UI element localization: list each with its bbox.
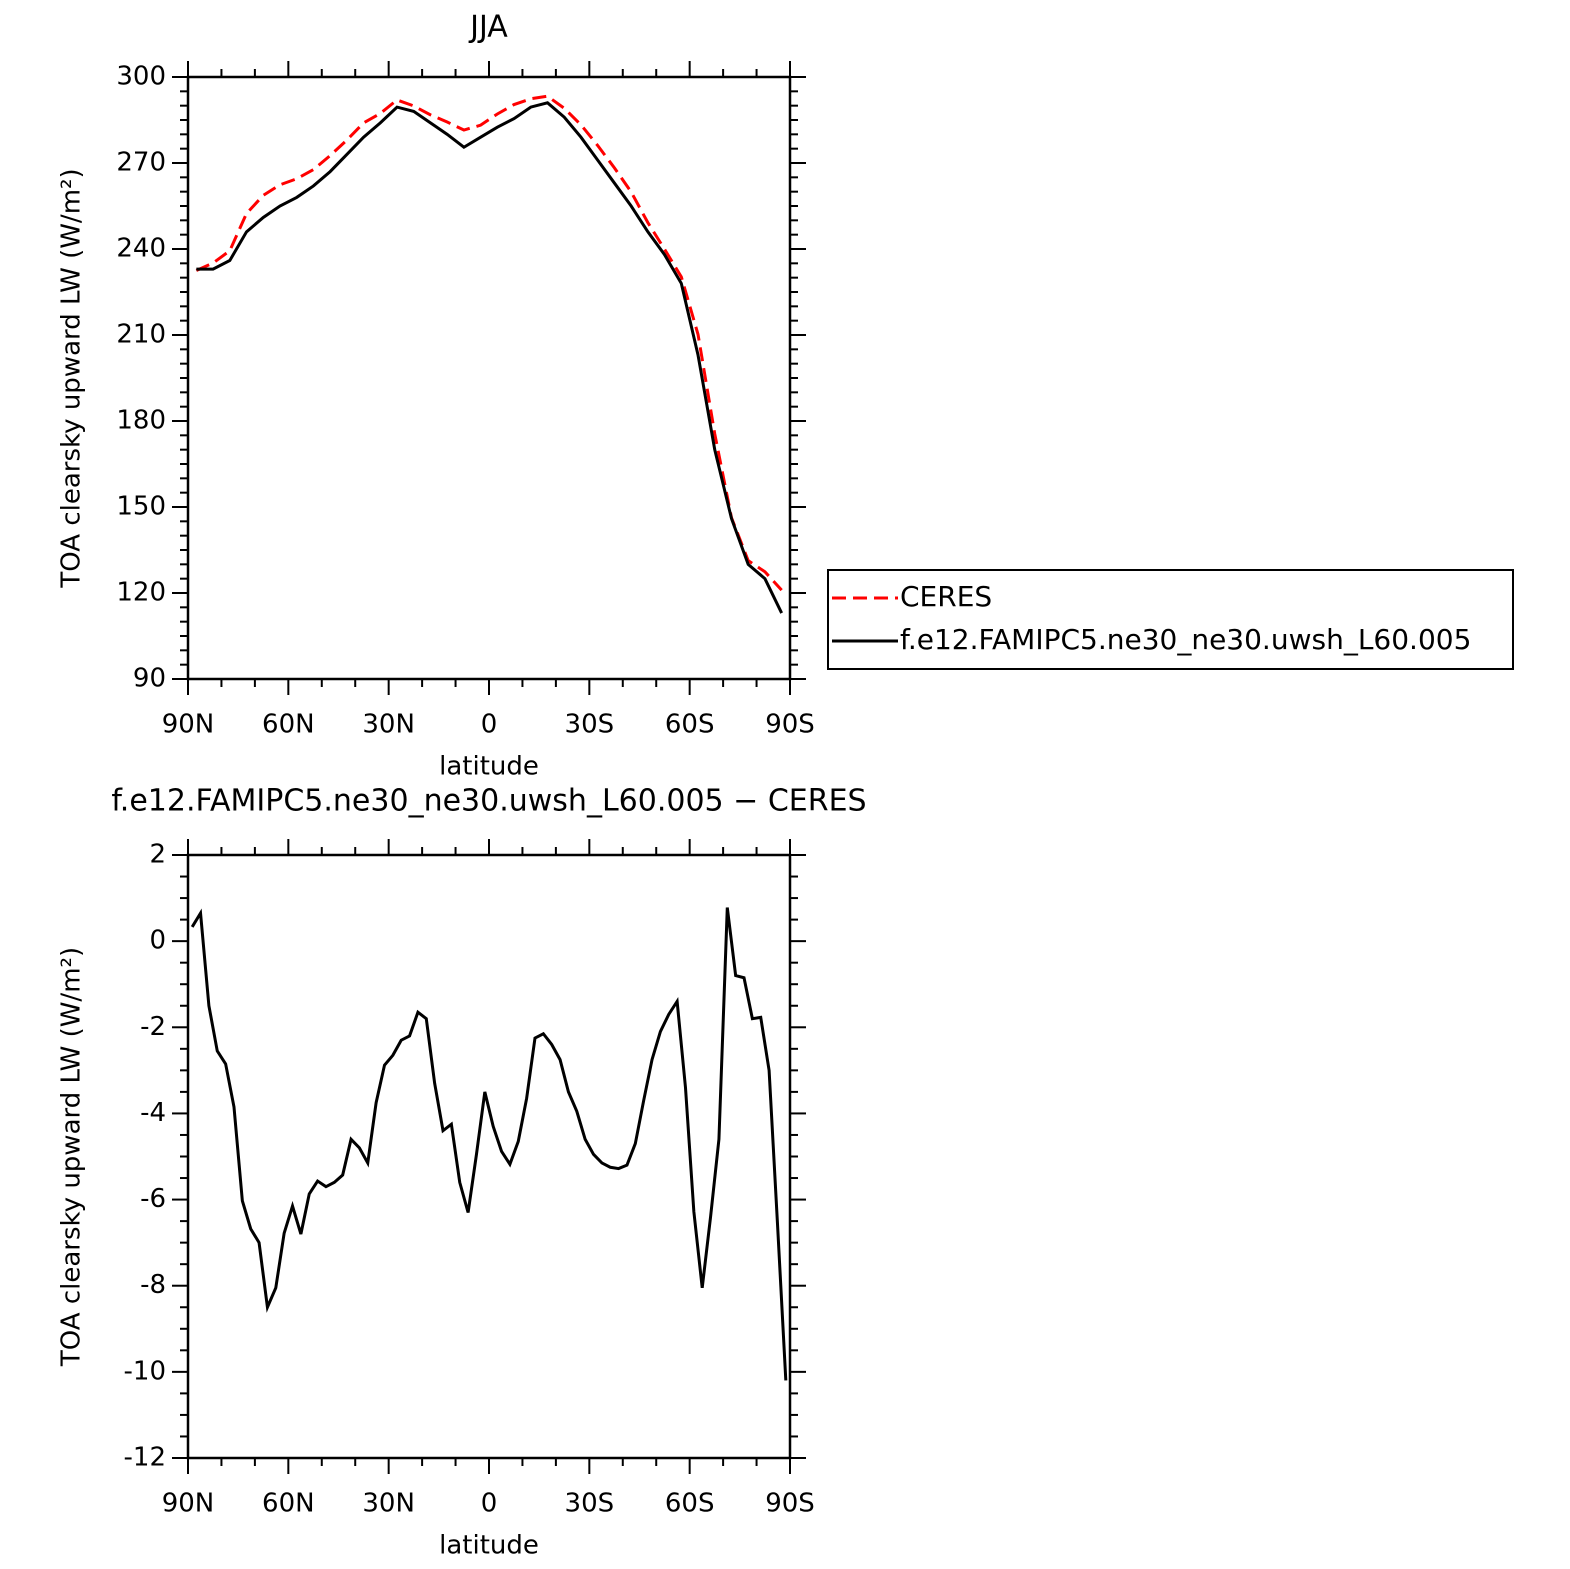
- y-tick-label: -12: [124, 1443, 166, 1473]
- y-axis-label: TOA clearsky upward LW (W/m²): [57, 947, 87, 1367]
- y-tick-label: 90: [133, 664, 166, 694]
- y-tick-label: -6: [140, 1184, 166, 1214]
- chart-title: f.e12.FAMIPC5.ne30_ne30.uwsh_L60.005 − C…: [111, 784, 866, 819]
- x-axis-label: latitude: [439, 752, 539, 782]
- x-tick-label: 0: [481, 710, 498, 740]
- legend-box: [827, 569, 1514, 670]
- y-tick-label: -4: [140, 1098, 166, 1128]
- x-tick-label: 90S: [765, 1489, 815, 1519]
- y-tick-label: 300: [116, 62, 166, 92]
- x-tick-label: 60S: [665, 1489, 715, 1519]
- x-tick-label: 60N: [262, 1489, 315, 1519]
- data-line: [196, 101, 783, 614]
- chart-title: JJA: [468, 10, 508, 45]
- y-tick-label: 120: [116, 578, 166, 608]
- y-tick-label: 270: [116, 148, 166, 178]
- data-line: [195, 94, 783, 592]
- x-tick-label: 90S: [765, 710, 815, 740]
- x-tick-label: 0: [481, 1489, 498, 1519]
- legend-label: CERES: [900, 580, 992, 613]
- x-tick-label: 30N: [362, 1489, 415, 1519]
- x-tick-label: 30N: [362, 710, 415, 740]
- y-tick-label: -10: [124, 1356, 166, 1386]
- x-tick-label: 90N: [162, 710, 215, 740]
- y-tick-label: 2: [149, 840, 166, 870]
- data-line: [190, 907, 788, 1381]
- y-tick-label: 240: [116, 234, 166, 264]
- plot-frame: [186, 853, 792, 1460]
- x-tick-label: 90N: [162, 1489, 215, 1519]
- y-tick-label: -8: [140, 1270, 166, 1300]
- y-tick-label: 0: [149, 926, 166, 956]
- y-tick-label: 180: [116, 406, 166, 436]
- y-tick-label: -2: [140, 1012, 166, 1042]
- legend-label: f.e12.FAMIPC5.ne30_ne30.uwsh_L60.005: [900, 623, 1471, 656]
- y-axis-label: TOA clearsky upward LW (W/m²): [57, 168, 87, 588]
- y-tick-label: 210: [116, 320, 166, 350]
- x-tick-label: 60N: [262, 710, 315, 740]
- plot-frame: [186, 75, 792, 681]
- x-tick-label: 30S: [565, 1489, 615, 1519]
- x-tick-label: 60S: [665, 710, 715, 740]
- x-axis-label: latitude: [439, 1531, 539, 1561]
- x-tick-label: 30S: [565, 710, 615, 740]
- y-tick-label: 150: [116, 492, 166, 522]
